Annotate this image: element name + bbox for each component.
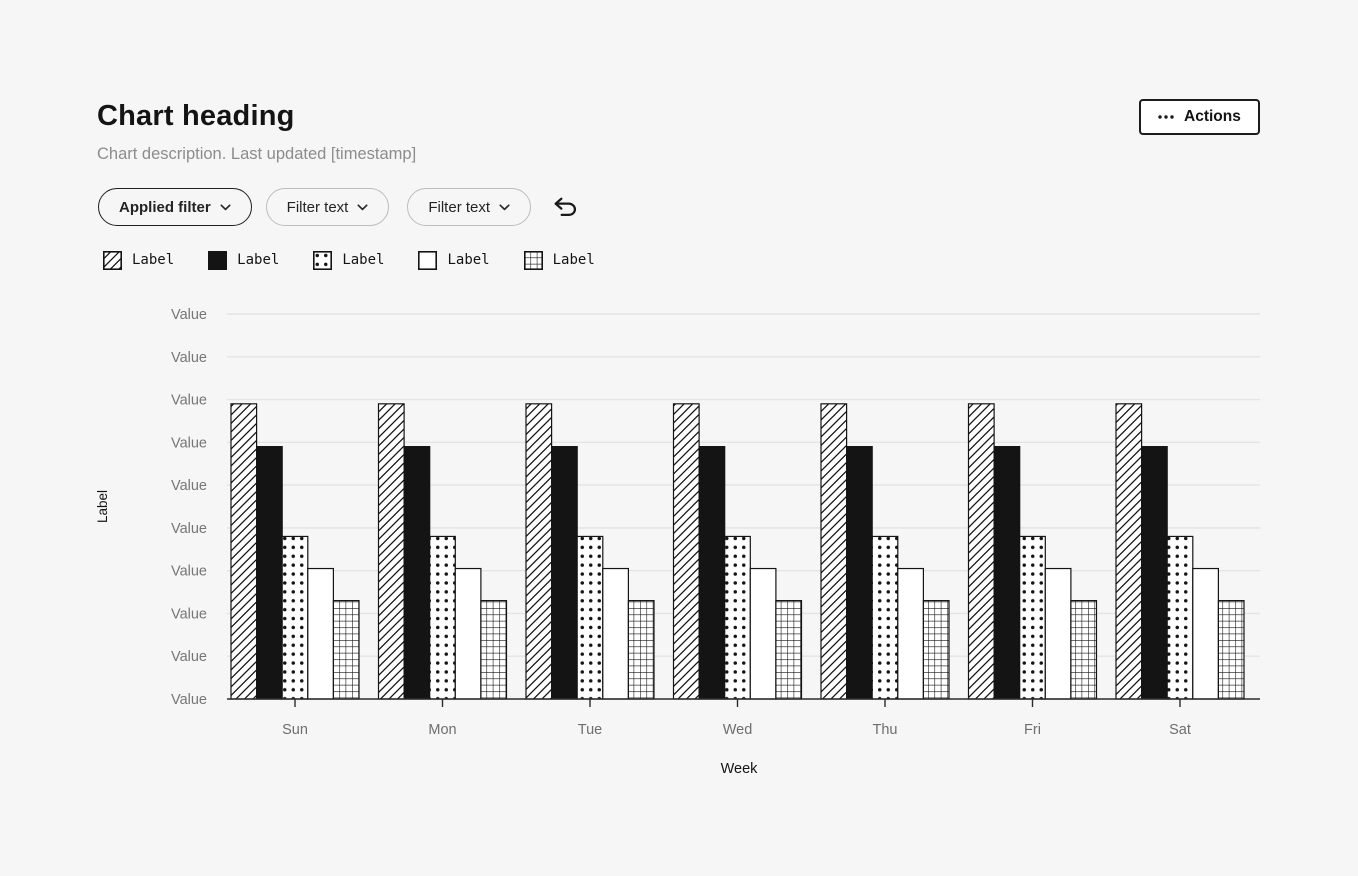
bar-solid-black <box>698 446 726 700</box>
bar-solid-black <box>256 446 283 700</box>
bar-plain-white <box>749 567 777 700</box>
y-tick-label: Value <box>171 393 207 409</box>
bar-plain-white <box>454 567 482 700</box>
y-tick-label: Value <box>171 649 207 665</box>
actions-button-label: Actions <box>1184 108 1241 125</box>
y-tick-label: Value <box>171 692 207 708</box>
y-axis-title: Label <box>95 490 110 523</box>
dots-swatch-icon <box>313 250 333 270</box>
bar-diagonal-hatch <box>525 403 553 700</box>
bar-solid-black <box>1140 446 1168 700</box>
legend-label: Label <box>132 252 175 268</box>
x-tick-label: Sun <box>282 722 308 738</box>
bar-plain-white <box>1044 567 1072 700</box>
bar-diagonal-hatch <box>820 403 848 700</box>
bar-plain-white <box>602 567 629 700</box>
filter-pill-label: Filter text <box>286 198 349 216</box>
bar-grid <box>922 600 950 700</box>
y-tick-label: Value <box>171 350 207 366</box>
bar-grid <box>332 600 360 700</box>
legend-item-diagonal-hatch: Label <box>103 250 175 270</box>
bar-dots <box>281 535 309 700</box>
bar-dots <box>1019 535 1046 700</box>
y-tick-label: Value <box>171 564 207 580</box>
diagonal-hatch-swatch-icon <box>103 250 122 270</box>
horizontal-ellipsis-icon <box>1158 115 1174 119</box>
bar-dots <box>871 535 899 700</box>
bar-dots <box>1166 535 1194 700</box>
y-tick-label: Value <box>171 435 207 451</box>
chart-description: Chart description. Last updated [timesta… <box>97 145 417 163</box>
bar-diagonal-hatch <box>1115 403 1143 700</box>
filter-pill-1[interactable]: Filter text <box>265 188 390 226</box>
bar-dots <box>429 535 456 700</box>
bar-grid <box>480 600 508 700</box>
bar-diagonal-hatch <box>967 403 995 700</box>
x-tick-label: Tue <box>578 722 602 738</box>
bar-solid-black <box>550 446 578 700</box>
bar-grid <box>1217 600 1245 700</box>
filter-pill-label: Filter text <box>428 198 491 216</box>
legend-item-dots: Label <box>313 250 385 270</box>
filter-bar: Applied filter Filter text Filter text <box>98 188 583 226</box>
bar-solid-black <box>845 446 873 700</box>
legend-item-plain-white: Label <box>418 250 490 270</box>
legend-label: Label <box>447 252 490 268</box>
plain-white-swatch-icon <box>418 250 438 270</box>
legend-label: Label <box>342 252 385 268</box>
grid-swatch-icon <box>523 250 543 270</box>
bar-solid-black <box>993 446 1021 700</box>
legend-label: Label <box>552 252 595 268</box>
y-tick-label: Value <box>171 606 207 622</box>
undo-icon <box>554 197 577 216</box>
legend-item-grid: Label <box>523 250 595 270</box>
bar-grid <box>627 600 655 700</box>
bar-dots <box>576 535 604 700</box>
bar-solid-black <box>403 446 431 700</box>
x-tick-label: Thu <box>873 722 898 738</box>
x-tick-label: Sat <box>1169 722 1191 738</box>
undo-button[interactable] <box>548 192 583 223</box>
bar-diagonal-hatch <box>672 403 700 700</box>
filter-pill-label: Applied filter <box>119 198 211 216</box>
bar-diagonal-hatch <box>377 403 405 700</box>
chevron-down-icon <box>220 203 231 210</box>
page-title: Chart heading <box>97 100 295 132</box>
bar-plain-white <box>1192 567 1220 700</box>
legend-label: Label <box>237 252 280 268</box>
applied-filter-pill[interactable]: Applied filter <box>98 188 252 226</box>
solid-black-swatch-icon <box>208 250 228 270</box>
x-tick-label: Fri <box>1024 722 1041 738</box>
y-tick-label: Value <box>171 521 207 537</box>
actions-button[interactable]: Actions <box>1139 99 1260 135</box>
bar-dots <box>724 535 751 700</box>
bar-grid <box>1070 600 1098 700</box>
chevron-down-icon <box>357 203 368 210</box>
filter-pill-2[interactable]: Filter text <box>407 188 532 226</box>
legend-item-solid-black: Label <box>208 250 280 270</box>
chevron-down-icon <box>499 203 510 210</box>
x-tick-label: Wed <box>723 722 753 738</box>
bar-grid <box>775 600 803 700</box>
bar-diagonal-hatch <box>230 403 258 700</box>
y-tick-label: Value <box>171 307 207 323</box>
x-axis-title: Week <box>721 761 759 777</box>
y-tick-label: Value <box>171 478 207 494</box>
bar-plain-white <box>897 567 924 700</box>
x-tick-label: Mon <box>428 722 456 738</box>
legend: Label Label Label Label Label <box>103 250 595 270</box>
bar-plain-white <box>307 567 334 700</box>
